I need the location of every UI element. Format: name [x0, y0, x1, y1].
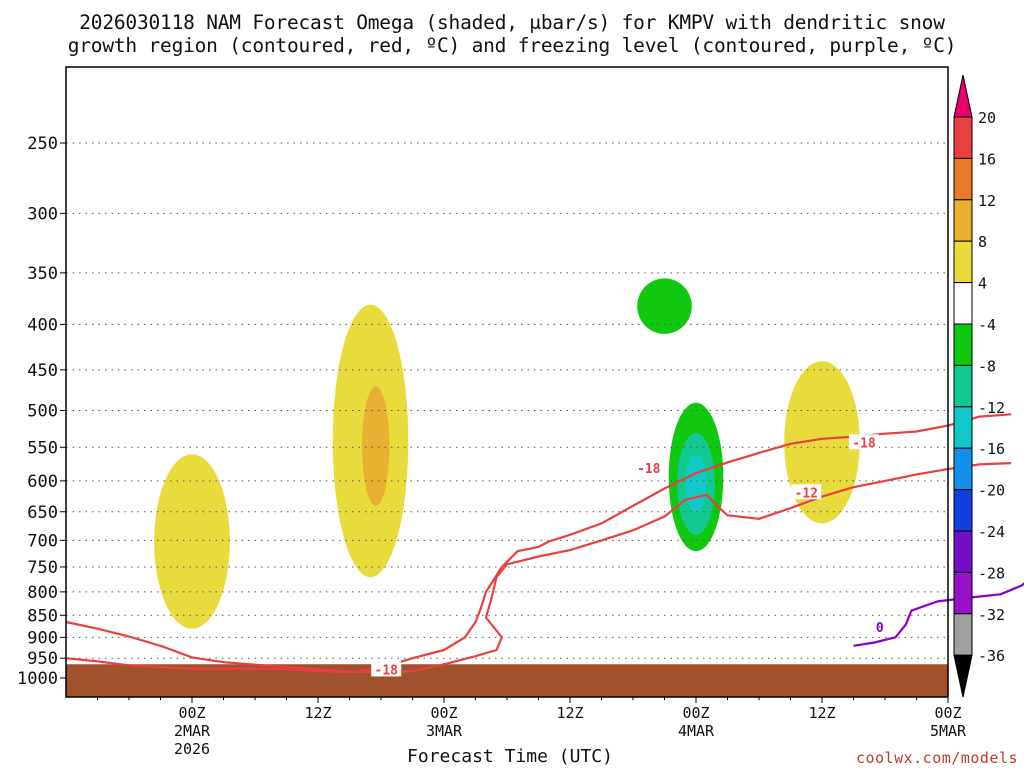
y-tick-label: 350	[27, 264, 58, 284]
colorbar-label: -32	[978, 606, 1005, 624]
y-tick-label: 550	[27, 438, 58, 458]
colorbar-label: 8	[978, 233, 987, 251]
y-tick-label: 650	[27, 503, 58, 523]
colorbar-swatch	[953, 406, 973, 449]
colorbar-label: 16	[978, 150, 996, 168]
x-tick-label: 00Z	[178, 704, 205, 722]
omega-region-2	[784, 361, 860, 524]
contour-label-bg	[791, 484, 822, 500]
colorbar-label: -24	[978, 523, 1005, 541]
contour-label: -18	[637, 462, 661, 477]
colorbar-swatch	[953, 199, 973, 242]
contour-label-bg	[633, 459, 664, 475]
credit-link[interactable]: coolwx.com/models	[855, 749, 1018, 767]
colorbar-top-arrow	[953, 74, 973, 118]
colorbar-label: -12	[978, 399, 1005, 417]
omega-region-1	[362, 386, 390, 506]
omega-shading	[154, 278, 860, 629]
x-tick-year: 2026	[174, 740, 210, 758]
x-tick-date: 3MAR	[426, 722, 463, 740]
y-tick-label: 250	[27, 134, 58, 154]
y-tick-label: 1000	[17, 669, 58, 689]
colorbar-swatch	[953, 447, 973, 491]
terrain-ground	[66, 664, 948, 697]
colorbar-swatch	[953, 364, 973, 408]
colorbar-label: -28	[978, 564, 1005, 582]
x-tick-date: 4MAR	[678, 722, 715, 740]
omega-region-6	[685, 454, 707, 512]
colorbar-bottom-arrow	[953, 654, 973, 698]
x-tick-label: 12Z	[556, 704, 583, 722]
colorbar-label: -20	[978, 482, 1005, 500]
colorbar-label: -16	[978, 440, 1005, 458]
colorbar-label: -8	[978, 357, 996, 375]
colorbar-swatch	[953, 282, 973, 325]
y-tick-label: 300	[27, 204, 58, 224]
colorbar-swatch	[953, 116, 973, 159]
x-axis-label: Forecast Time (UTC)	[407, 746, 613, 767]
x-tick-label: 00Z	[682, 704, 709, 722]
x-tick-label: 12Z	[808, 704, 835, 722]
y-tick-label: 850	[27, 606, 58, 626]
colorbar-swatch	[953, 489, 973, 532]
colorbar-swatch	[953, 571, 973, 615]
contour-label: -12	[795, 486, 818, 501]
y-tick-label: 700	[27, 531, 58, 551]
contour-labels: -18 -18 -18 -12 0	[371, 434, 895, 678]
y-tick-label: 450	[27, 361, 58, 381]
contour-label-bg	[371, 661, 402, 677]
omega-region-7	[637, 278, 692, 334]
y-tick-label: 800	[27, 583, 58, 603]
colorbar: 20 16 12 8 4 -4 -8 -12 -16 -20 -24 -28 -32 -36	[953, 74, 1005, 698]
x-tick-label: 12Z	[304, 704, 331, 722]
x-tick-date: 2MAR	[174, 722, 211, 740]
y-axis: 2503003504004505005506006507007508008509…	[17, 134, 66, 689]
y-tick-label: 900	[27, 628, 58, 648]
omega-region-3	[154, 454, 230, 629]
colorbar-swatch	[953, 530, 973, 573]
colorbar-label: 4	[978, 275, 987, 293]
contour-line-2	[853, 582, 1024, 647]
chart-title-line2: growth region (contoured, red, ºC) and f…	[67, 34, 957, 57]
y-tick-label: 500	[27, 402, 58, 422]
colorbar-label: -4	[978, 316, 996, 334]
contour-label-bg	[849, 434, 879, 450]
contour-label: -18	[852, 436, 876, 451]
colorbar-swatch	[953, 613, 973, 656]
colorbar-label: -36	[978, 647, 1005, 665]
contour-line-1	[65, 413, 1012, 674]
colorbar-label: 20	[978, 109, 996, 127]
x-tick-label: 00Z	[430, 704, 457, 722]
chart-title-line1: 2026030118 NAM Forecast Omega (shaded, μ…	[79, 11, 945, 34]
contour-label: -18	[375, 663, 399, 678]
x-tick-date: 5MAR	[930, 722, 967, 740]
y-tick-label: 950	[27, 649, 58, 669]
colorbar-swatch	[953, 157, 973, 201]
y-tick-label: 750	[27, 558, 58, 578]
contour-label: 0	[876, 621, 884, 636]
colorbar-swatch	[953, 323, 973, 366]
terrain-layer	[66, 664, 948, 697]
y-tick-label: 600	[27, 472, 58, 492]
contour-label-bg	[864, 618, 895, 634]
colorbar-label: 12	[978, 192, 996, 210]
colorbar-swatch	[953, 240, 973, 284]
y-tick-label: 400	[27, 315, 58, 335]
x-tick-label: 00Z	[934, 704, 961, 722]
